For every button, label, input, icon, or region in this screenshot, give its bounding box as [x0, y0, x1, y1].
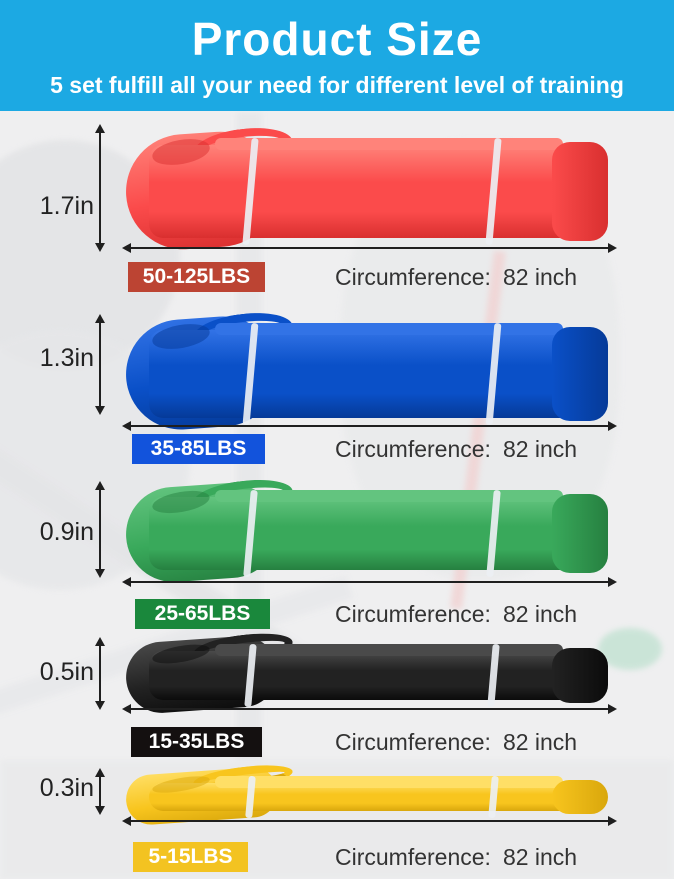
band-top-edge [215, 644, 563, 656]
band-rolled-end [552, 142, 608, 241]
circumference-text: Circumference: 82 inch [335, 262, 577, 292]
circumference-text: Circumference: 82 inch [335, 727, 577, 757]
band-rolled-end [552, 494, 608, 573]
circumference-label: Circumference: [335, 436, 491, 462]
header-banner: Product Size 5 set fulfill all your need… [0, 0, 674, 111]
circumference-text: Circumference: 82 inch [335, 434, 577, 464]
circumference-value: 82 inch [502, 601, 578, 627]
circumference-label: Circumference: [335, 264, 491, 290]
band-height-label: 0.3in [39, 774, 94, 802]
page-title: Product Size [191, 13, 483, 65]
resistance-band-blue [149, 330, 601, 418]
weight-range-badge: 15-35LBS [131, 727, 262, 757]
band-height-label: 1.7in [39, 192, 94, 220]
height-arrow [95, 481, 105, 578]
height-arrow [95, 637, 105, 710]
page-subtitle: 5 set fulfill all your need for differen… [50, 72, 624, 98]
circumference-text: Circumference: 82 inch [335, 842, 577, 872]
weight-range-badge: 35-85LBS [132, 434, 265, 464]
height-arrow [95, 768, 105, 815]
circumference-text: Circumference: 82 inch [335, 599, 577, 629]
band-rolled-end [552, 648, 608, 703]
band-height-label: 1.3in [39, 344, 94, 372]
resistance-band-red [149, 145, 601, 238]
weight-range-badge: 5-15LBS [133, 842, 248, 872]
band-top-edge [215, 490, 563, 502]
circumference-arrow [122, 704, 617, 714]
height-arrow [95, 314, 105, 415]
circumference-label: Circumference: [335, 601, 491, 627]
band-rolled-end [552, 780, 608, 814]
resistance-band-black [149, 651, 601, 700]
circumference-value: 82 inch [502, 264, 578, 290]
circumference-arrow [122, 577, 617, 587]
band-height-label: 0.9in [39, 518, 94, 546]
circumference-value: 82 inch [502, 436, 578, 462]
circumference-value: 82 inch [502, 729, 578, 755]
band-rolled-end [552, 327, 608, 421]
band-height-label: 0.5in [39, 658, 94, 686]
circumference-label: Circumference: [335, 729, 491, 755]
circumference-arrow [122, 816, 617, 826]
height-arrow [95, 124, 105, 252]
circumference-value: 82 inch [502, 844, 578, 870]
resistance-band-green [149, 497, 601, 570]
band-top-edge [215, 776, 563, 788]
band-top-edge [215, 138, 563, 150]
weight-range-badge: 25-65LBS [135, 599, 270, 629]
band-top-edge [215, 323, 563, 335]
background-shoe [598, 628, 662, 670]
circumference-label: Circumference: [335, 844, 491, 870]
weight-range-badge: 50-125LBS [128, 262, 265, 292]
circumference-arrow [122, 243, 617, 253]
circumference-arrow [122, 421, 617, 431]
